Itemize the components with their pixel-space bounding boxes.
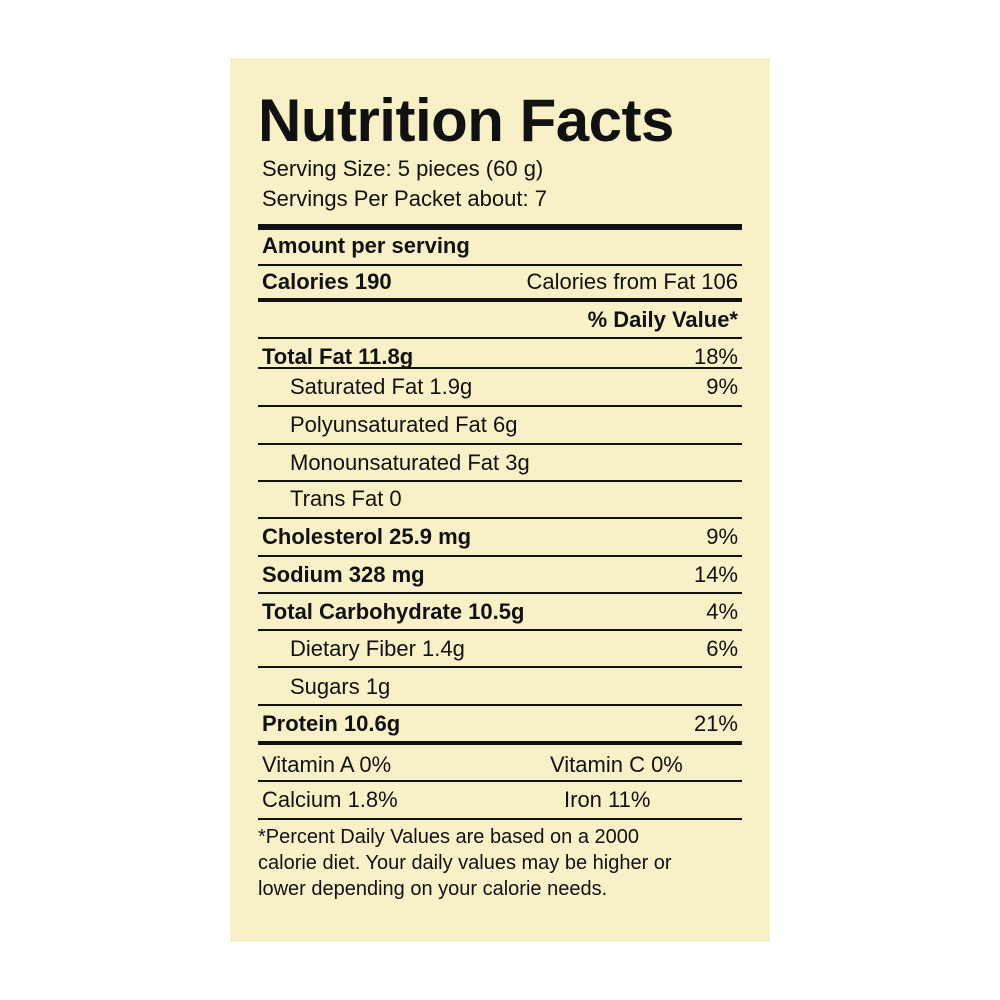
iron: Iron 11%: [564, 787, 651, 812]
divider: [258, 405, 742, 407]
nutrient-label: Total Carbohydrate 10.5g: [262, 599, 525, 624]
nutrient-row: Monounsaturated Fat 3g: [258, 445, 742, 481]
nutrient-row: Dietary Fiber 1.4g 6%: [258, 631, 742, 667]
divider: [258, 704, 742, 706]
footnote-line: lower depending on your calorie needs.: [258, 878, 608, 900]
serving-size: Serving Size: 5 pieces (60 g): [262, 156, 544, 181]
footnote-line: calorie diet. Your daily values may be h…: [258, 852, 672, 874]
divider: [258, 666, 742, 668]
divider: [258, 367, 742, 369]
nutrient-daily-value: 18%: [693, 344, 738, 369]
vitamin-a: Vitamin A 0%: [262, 752, 392, 777]
nutrient-label: Polyunsaturated Fat 6g: [290, 412, 518, 437]
divider: [258, 592, 742, 594]
divider-medium: [258, 741, 742, 745]
nutrition-label: Nutrition Facts Serving Size: 5 pieces (…: [230, 58, 770, 942]
divider-thick: [258, 224, 742, 230]
nutrient-row: Cholesterol 25.9 mg 9%: [258, 519, 742, 555]
nutrient-row: Sugars 1g: [258, 669, 742, 705]
mineral-row: Calcium 1.8% Iron 11%: [258, 782, 742, 818]
nutrient-row: Total Fat 11.8g 18%: [258, 339, 742, 375]
nutrient-daily-value: 9%: [706, 524, 738, 549]
servings-per-packet: Servings Per Packet about: 7: [262, 186, 547, 211]
divider: [258, 780, 742, 782]
footnote: *Percent Daily Values are based on a 200…: [258, 824, 742, 902]
nutrient-label: Trans Fat 0: [290, 486, 402, 511]
nutrient-label: Sodium 328 mg: [262, 562, 425, 587]
daily-value-header-row: % Daily Value*: [258, 302, 742, 338]
label-title: Nutrition Facts: [258, 87, 674, 154]
divider: [258, 264, 742, 266]
vitamin-c: Vitamin C 0%: [550, 752, 683, 777]
nutrient-label: Sugars 1g: [290, 674, 391, 699]
divider: [258, 517, 742, 519]
calories-from-fat: Calories from Fat 106: [526, 269, 738, 294]
nutrient-daily-value: 21%: [693, 711, 738, 736]
nutrient-label: Saturated Fat 1.9g: [290, 374, 473, 399]
amount-per-serving-row: Amount per serving: [258, 228, 742, 264]
divider-medium: [258, 298, 742, 302]
nutrient-label: Protein 10.6g: [262, 711, 401, 736]
divider: [258, 555, 742, 557]
nutrient-label: Monounsaturated Fat 3g: [290, 450, 530, 475]
nutrient-row: Protein 10.6g 21%: [258, 706, 742, 742]
nutrient-row: Sodium 328 mg 14%: [258, 557, 742, 593]
daily-value-header: % Daily Value*: [587, 307, 738, 332]
nutrient-label: Cholesterol 25.9 mg: [262, 524, 472, 549]
nutrient-daily-value: 9%: [706, 374, 738, 399]
divider: [258, 480, 742, 482]
nutrient-row: Saturated Fat 1.9g 9%: [258, 369, 742, 405]
amount-per-serving: Amount per serving: [262, 233, 470, 258]
nutrient-row: Trans Fat 0: [258, 481, 742, 517]
divider: [258, 443, 742, 445]
divider: [258, 337, 742, 339]
divider: [258, 629, 742, 631]
calories-row: Calories 190 Calories from Fat 106: [258, 264, 742, 300]
calcium: Calcium 1.8%: [262, 787, 398, 812]
nutrient-label: Total Fat 11.8g: [262, 344, 414, 369]
nutrient-row: Polyunsaturated Fat 6g: [258, 407, 742, 443]
nutrient-label: Dietary Fiber 1.4g: [290, 636, 465, 661]
nutrient-daily-value: 6%: [706, 636, 738, 661]
footnote-line: *Percent Daily Values are based on a 200…: [258, 826, 639, 848]
calories: Calories 190: [262, 269, 392, 294]
nutrient-row: Total Carbohydrate 10.5g 4%: [258, 594, 742, 630]
divider: [258, 818, 742, 820]
nutrient-daily-value: 14%: [693, 562, 738, 587]
vitamin-row: Vitamin A 0% Vitamin C 0%: [258, 747, 742, 783]
nutrient-daily-value: 4%: [706, 599, 738, 624]
